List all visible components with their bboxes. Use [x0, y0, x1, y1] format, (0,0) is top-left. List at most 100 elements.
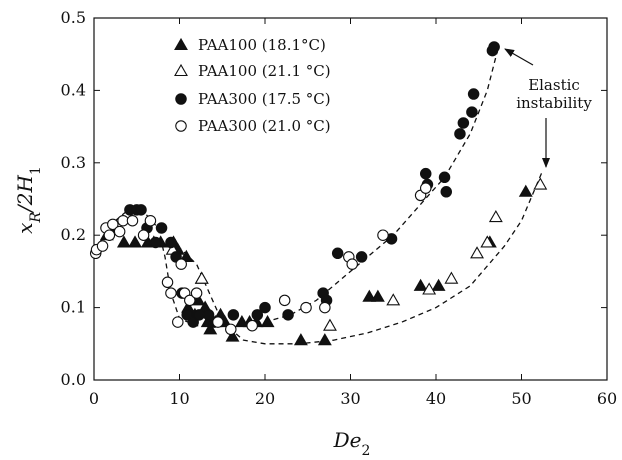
data-point-series-3 [355, 251, 368, 263]
data-point-series-3 [419, 167, 432, 180]
data-point-series-4 [377, 229, 389, 241]
data-point-series-4 [212, 316, 224, 328]
x-tick-label: 30 [340, 389, 360, 408]
data-point-series-3 [466, 106, 478, 118]
data-point-series-3 [135, 204, 147, 216]
data-point-series-2 [194, 271, 209, 284]
data-point-series-3 [165, 236, 177, 249]
x-tick-label: 10 [169, 389, 189, 408]
data-point-series-1 [260, 314, 275, 328]
data-point-series-3 [227, 309, 240, 321]
data-point-series-3 [149, 236, 162, 249]
data-point-series-1 [179, 249, 194, 262]
y-tick-label: 0.2 [61, 225, 86, 244]
data-point-series-4 [144, 214, 157, 227]
data-point-series-3 [282, 309, 294, 321]
data-point-series-2 [323, 318, 337, 331]
data-point-series-3 [467, 88, 480, 100]
data-point-series-1 [128, 235, 142, 248]
x-tick-label: 50 [511, 389, 531, 408]
x-tick-label: 60 [597, 389, 617, 408]
x-axis-label: De2 [333, 428, 371, 459]
legend-marker-1 [174, 37, 188, 51]
data-point-series-2 [470, 246, 484, 259]
y-tick-label: 0.0 [61, 370, 86, 389]
y-axis-label-tail-sub: 1 [28, 166, 44, 175]
data-point-series-4 [161, 276, 174, 289]
data-point-series-1 [225, 329, 240, 342]
data-point-series-4 [107, 218, 119, 231]
data-point-series-3 [440, 186, 453, 198]
legend-marker-2 [174, 63, 188, 77]
y-tick-label: 0.3 [61, 153, 86, 172]
data-point-series-1 [116, 235, 131, 248]
x-tick-label: 0 [89, 389, 99, 408]
data-point-series-4 [278, 294, 291, 307]
data-point-series-4 [419, 182, 432, 194]
y-tick-label: 0.5 [61, 8, 86, 27]
trend-line-1 [168, 169, 544, 345]
data-point-series-2 [444, 271, 459, 284]
data-point-series-3 [251, 309, 264, 321]
data-point-series-2 [533, 177, 548, 190]
data-point-series-4 [246, 319, 258, 332]
data-point-series-2 [480, 235, 495, 248]
annotation-line-2: instability [516, 94, 592, 112]
y-tick-label: 0.4 [61, 80, 86, 99]
data-point-series-1 [203, 322, 218, 335]
data-point-series-4 [103, 229, 116, 241]
annotation-arrow-upper [504, 48, 534, 66]
y-axis-label-main: x [13, 223, 37, 234]
data-point-series-1 [413, 278, 428, 291]
y-axis-label-tail: /2H [13, 175, 37, 214]
data-point-series-4 [96, 240, 109, 252]
x-tick-label: 20 [255, 389, 275, 408]
data-point-series-4 [319, 301, 331, 314]
elastic-instability-annotation: Elastic instability [504, 48, 592, 168]
y-tick-label: 0.1 [61, 298, 86, 317]
data-point-series-2 [422, 282, 437, 295]
x-axis-label-main: De [333, 428, 362, 452]
data-point-series-4 [117, 214, 129, 227]
x-tick-labels: 0 10 20 30 40 50 60 [89, 389, 617, 408]
data-markers [89, 41, 548, 346]
data-point-series-1 [293, 333, 308, 346]
legend-label-paa300-210: PAA300 (21.0 °C) [198, 117, 331, 135]
legend-marker-4 [175, 120, 187, 132]
data-point-series-4 [126, 214, 139, 227]
data-point-series-3 [457, 117, 470, 129]
data-point-series-3 [488, 41, 500, 53]
data-point-series-2 [488, 209, 503, 223]
annotation-line-1: Elastic [528, 76, 580, 94]
x-tick-label: 40 [426, 389, 446, 408]
y-axis-label-sub: R [28, 212, 44, 224]
y-tick-labels: 0.0 0.1 0.2 0.3 0.4 0.5 [61, 8, 86, 389]
legend: PAA100 (18.1°C) PAA100 (21.1 °C) PAA300 … [174, 36, 331, 135]
legend-label-paa100-211: PAA100 (21.1 °C) [198, 62, 331, 80]
data-point-series-1 [317, 333, 332, 346]
data-point-series-4 [184, 294, 196, 307]
data-point-series-3 [454, 128, 466, 140]
legend-marker-3 [175, 93, 187, 105]
data-point-series-2 [386, 293, 401, 306]
x-axis-label-sub: 2 [361, 443, 370, 459]
data-point-series-3 [193, 309, 205, 321]
data-point-series-3 [259, 301, 271, 314]
data-point-series-4 [190, 287, 203, 299]
data-point-series-4 [137, 229, 150, 241]
data-point-series-3 [331, 247, 344, 260]
data-point-series-4 [113, 225, 126, 238]
data-point-series-4 [172, 316, 184, 328]
axis-ticks [93, 17, 608, 381]
data-point-series-4 [165, 287, 177, 299]
data-point-series-3 [155, 222, 168, 234]
data-point-series-4 [175, 258, 187, 270]
legend-label-paa300-175: PAA300 (17.5 °C) [198, 90, 331, 108]
data-point-series-1 [370, 289, 385, 302]
data-point-series-1 [431, 278, 446, 291]
y-axis-label: xR/2H1 [13, 166, 44, 234]
legend-label-paa100-181: PAA100 (18.1°C) [198, 36, 326, 54]
data-point-series-4 [346, 258, 358, 270]
data-point-series-1 [362, 289, 377, 302]
